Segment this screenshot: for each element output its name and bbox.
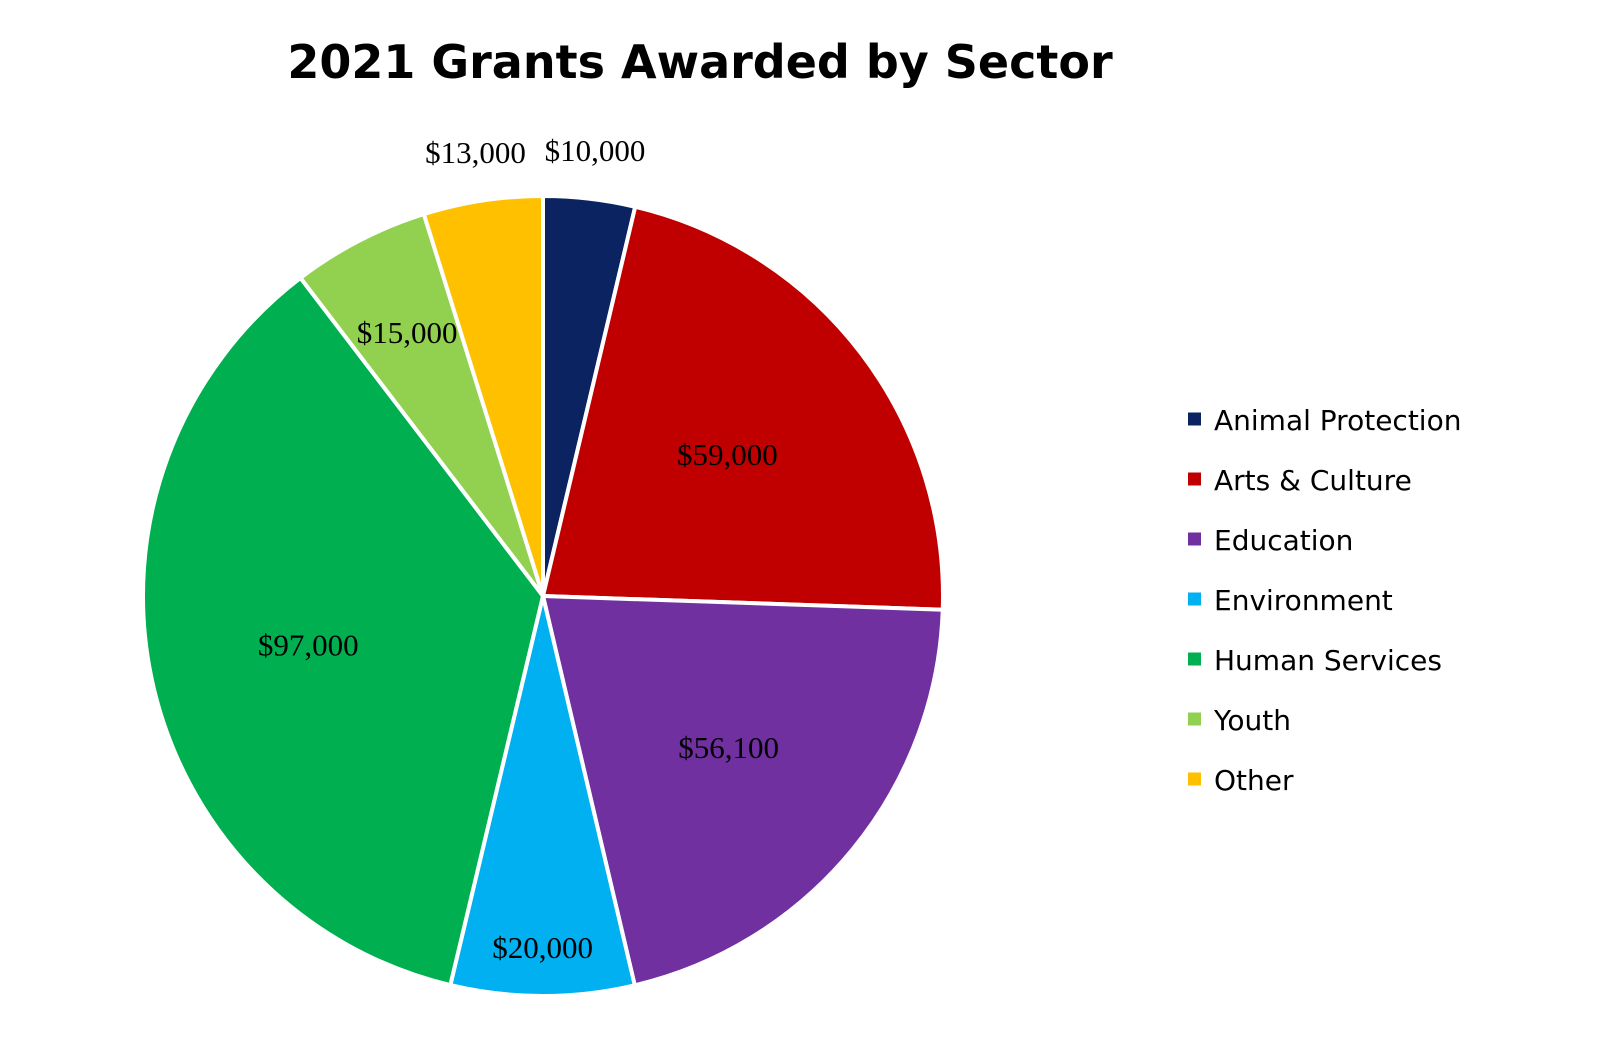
pie-slice-other <box>421 194 545 598</box>
legend-swatch <box>1188 472 1201 486</box>
data-label: $20,000 <box>492 930 593 965</box>
legend-label: Other <box>1214 764 1294 797</box>
legend-swatch <box>1188 412 1201 426</box>
legend-swatch <box>1188 532 1201 546</box>
data-label: $56,100 <box>678 730 779 765</box>
data-label: $13,000 <box>425 135 526 170</box>
pie-slice-education <box>541 594 945 988</box>
legend: Animal Protection Arts & Culture Education… <box>1188 404 1461 797</box>
data-label: $15,000 <box>357 315 458 350</box>
legend-label: Youth <box>1213 704 1291 737</box>
slice-labels: $10,000 $59,000 $56,100 $20,000 $97,000 $15,0… <box>258 133 779 965</box>
legend-swatch <box>1188 712 1201 726</box>
chart-title: 2021 Grants Awarded by Sector <box>287 35 1113 89</box>
pie-slice-youth <box>298 212 545 598</box>
legend-swatch <box>1188 652 1201 666</box>
data-label: $59,000 <box>677 437 778 472</box>
legend-label: Education <box>1214 524 1353 557</box>
legend-item: Animal Protection <box>1188 404 1461 437</box>
legend-item: Human Services <box>1188 644 1442 677</box>
legend-label: Human Services <box>1214 644 1442 677</box>
legend-label: Environment <box>1214 584 1393 617</box>
legend-label: Arts & Culture <box>1214 464 1412 497</box>
pie-slice-human-services <box>141 275 545 988</box>
data-label: $10,000 <box>545 133 646 168</box>
legend-item: Education <box>1188 524 1353 557</box>
data-label: $97,000 <box>258 628 359 663</box>
legend-swatch <box>1188 772 1201 786</box>
legend-item: Arts & Culture <box>1188 464 1412 497</box>
pie-slice-environment <box>448 594 637 998</box>
legend-label: Animal Protection <box>1214 404 1461 437</box>
pie-slices <box>141 194 945 998</box>
legend-item: Other <box>1188 764 1294 797</box>
legend-swatch <box>1188 592 1201 606</box>
pie-slice-arts-culture <box>541 204 945 612</box>
legend-item: Youth <box>1188 704 1291 737</box>
legend-item: Environment <box>1188 584 1393 617</box>
